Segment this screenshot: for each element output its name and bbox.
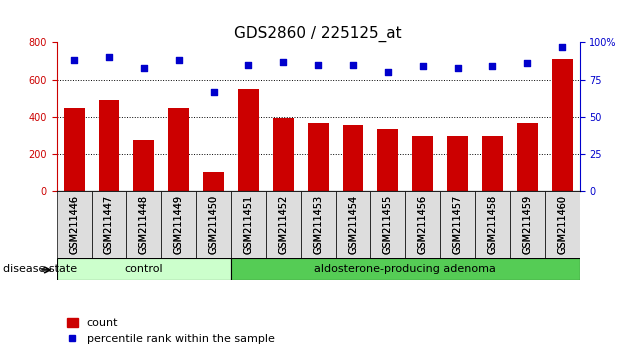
Text: GSM211450: GSM211450 xyxy=(209,195,219,255)
Text: GSM211456: GSM211456 xyxy=(418,195,428,254)
Text: GSM211459: GSM211459 xyxy=(522,195,532,255)
Text: GSM211458: GSM211458 xyxy=(488,195,498,254)
Text: GSM211447: GSM211447 xyxy=(104,195,114,254)
FancyBboxPatch shape xyxy=(57,191,91,258)
Text: GSM211455: GSM211455 xyxy=(383,195,393,254)
FancyBboxPatch shape xyxy=(231,191,266,258)
Point xyxy=(313,62,323,68)
Text: GSM211452: GSM211452 xyxy=(278,195,289,254)
Text: GSM211456: GSM211456 xyxy=(418,195,428,255)
Bar xyxy=(64,108,84,191)
Bar xyxy=(447,136,468,191)
Text: GSM211446: GSM211446 xyxy=(69,195,79,253)
FancyBboxPatch shape xyxy=(91,191,127,258)
Point xyxy=(348,62,358,68)
Text: GSM211448: GSM211448 xyxy=(139,195,149,254)
Point xyxy=(243,62,253,68)
FancyBboxPatch shape xyxy=(196,191,231,258)
FancyBboxPatch shape xyxy=(545,191,580,258)
Bar xyxy=(482,136,503,191)
Bar xyxy=(343,125,364,191)
Point xyxy=(418,63,428,69)
Text: GSM211449: GSM211449 xyxy=(174,195,184,253)
Text: GSM211446: GSM211446 xyxy=(69,195,79,254)
Bar xyxy=(203,172,224,191)
Bar xyxy=(377,129,398,191)
Point xyxy=(452,65,462,70)
Bar xyxy=(552,59,573,191)
FancyBboxPatch shape xyxy=(266,191,301,258)
Point xyxy=(69,57,79,63)
FancyBboxPatch shape xyxy=(231,258,580,280)
FancyBboxPatch shape xyxy=(405,191,440,258)
Text: GSM211457: GSM211457 xyxy=(452,195,462,254)
FancyBboxPatch shape xyxy=(370,191,405,258)
Text: GSM211450: GSM211450 xyxy=(209,195,219,254)
Bar xyxy=(134,140,154,191)
FancyBboxPatch shape xyxy=(336,191,370,258)
Text: GSM211459: GSM211459 xyxy=(522,195,532,254)
FancyBboxPatch shape xyxy=(127,191,161,258)
Text: GSM211451: GSM211451 xyxy=(243,195,253,255)
Text: GSM211460: GSM211460 xyxy=(557,195,567,253)
Text: GSM211458: GSM211458 xyxy=(488,195,498,255)
Point xyxy=(104,55,114,60)
Text: GSM211454: GSM211454 xyxy=(348,195,358,255)
Bar xyxy=(238,89,259,191)
Bar xyxy=(273,118,294,191)
Text: GSM211455: GSM211455 xyxy=(383,195,393,255)
FancyBboxPatch shape xyxy=(475,191,510,258)
Text: GSM211452: GSM211452 xyxy=(278,195,289,255)
Text: GSM211447: GSM211447 xyxy=(104,195,114,255)
Point xyxy=(488,63,498,69)
Point xyxy=(383,69,393,75)
Point xyxy=(174,57,184,63)
Text: GSM211453: GSM211453 xyxy=(313,195,323,255)
Bar xyxy=(517,123,538,191)
Text: GSM211454: GSM211454 xyxy=(348,195,358,254)
Point xyxy=(557,44,567,50)
Bar xyxy=(412,136,433,191)
Bar xyxy=(168,108,189,191)
Text: GSM211457: GSM211457 xyxy=(452,195,462,255)
Text: GSM211460: GSM211460 xyxy=(557,195,567,254)
FancyBboxPatch shape xyxy=(57,258,231,280)
Text: GSM211453: GSM211453 xyxy=(313,195,323,254)
Text: disease state: disease state xyxy=(3,264,77,274)
Text: GSM211448: GSM211448 xyxy=(139,195,149,253)
Text: control: control xyxy=(125,264,163,274)
FancyBboxPatch shape xyxy=(510,191,545,258)
Point xyxy=(522,61,532,66)
Point xyxy=(139,65,149,70)
Text: GSM211449: GSM211449 xyxy=(174,195,184,254)
Point xyxy=(209,89,219,95)
FancyBboxPatch shape xyxy=(301,191,336,258)
FancyBboxPatch shape xyxy=(161,191,196,258)
Legend: count, percentile rank within the sample: count, percentile rank within the sample xyxy=(62,314,279,348)
Text: GSM211451: GSM211451 xyxy=(243,195,253,254)
Bar xyxy=(307,123,329,191)
Bar xyxy=(98,100,120,191)
Text: aldosterone-producing adenoma: aldosterone-producing adenoma xyxy=(314,264,496,274)
Title: GDS2860 / 225125_at: GDS2860 / 225125_at xyxy=(234,26,402,42)
FancyBboxPatch shape xyxy=(440,191,475,258)
Point xyxy=(278,59,289,65)
